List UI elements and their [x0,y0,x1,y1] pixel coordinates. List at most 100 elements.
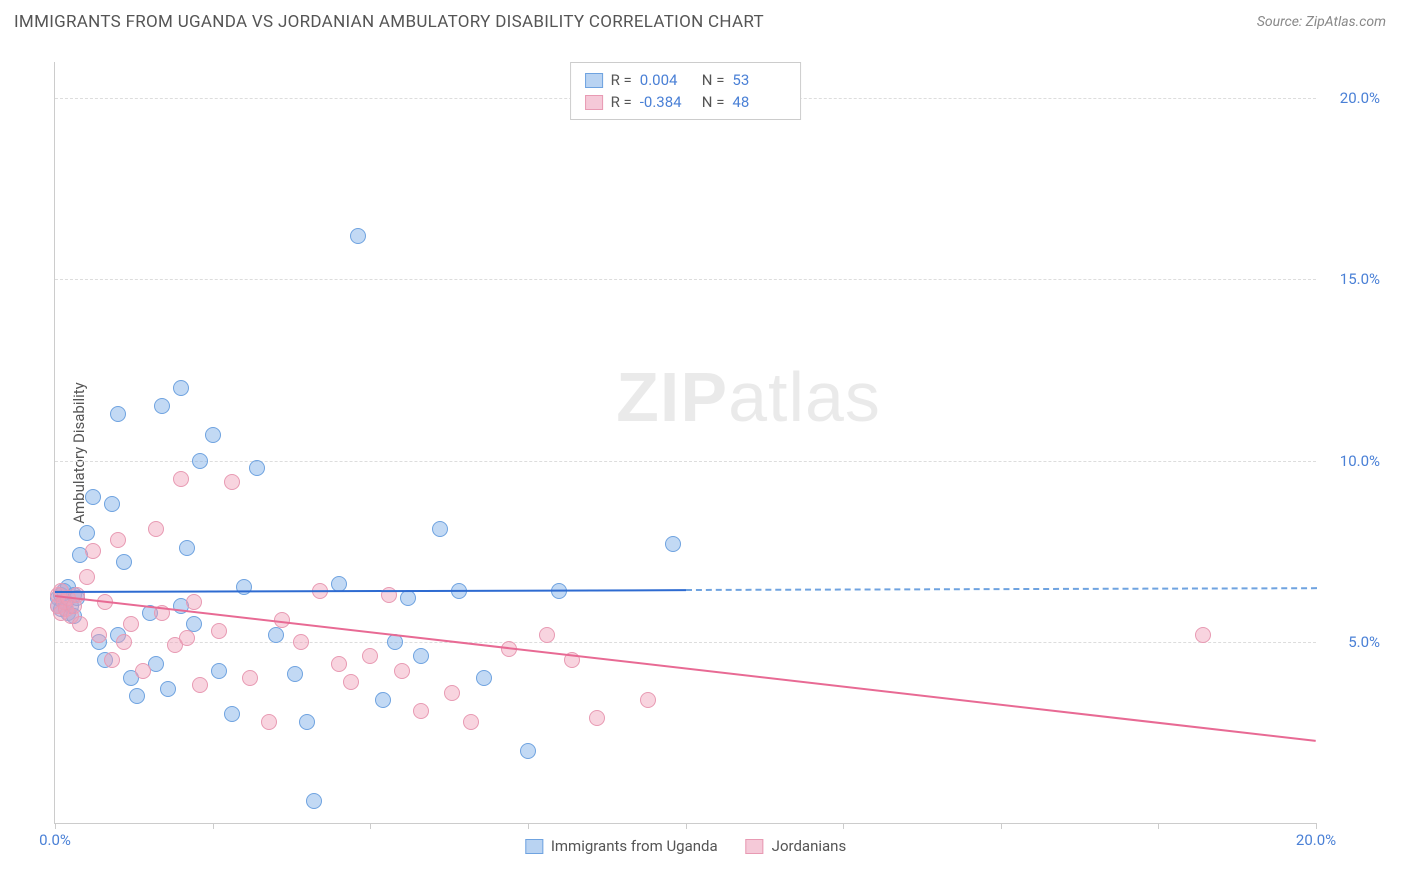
scatter-point [432,521,448,537]
scatter-point [85,543,101,559]
n-label: N = [702,69,725,91]
scatter-point [1195,627,1211,643]
scatter-point [123,616,139,632]
correlation-row-2: R = -0.384 N = 48 [585,91,787,113]
scatter-point [640,692,656,708]
scatter-point [331,656,347,672]
correlation-row-1: R = 0.004 N = 53 [585,69,787,91]
r-label: R = [611,69,632,91]
scatter-point [520,743,536,759]
scatter-point [293,634,309,650]
scatter-point [173,380,189,396]
scatter-point [236,579,252,595]
scatter-point [85,489,101,505]
watermark-zip: ZIP [616,358,728,436]
scatter-point [261,714,277,730]
scatter-point [179,540,195,556]
scatter-point [173,471,189,487]
r-value-1: 0.004 [640,69,694,91]
scatter-point [463,714,479,730]
y-tick-label: 10.0% [1322,452,1380,470]
scatter-point [192,677,208,693]
scatter-point [287,666,303,682]
x-tick [55,823,56,829]
watermark-atlas: atlas [728,358,881,436]
scatter-point [116,634,132,650]
scatter-point [413,703,429,719]
x-tick [528,823,529,829]
legend-label-2: Jordanians [772,837,847,855]
n-label: N = [702,91,725,113]
watermark: ZIPatlas [616,357,881,437]
y-tick-label: 20.0% [1322,89,1380,107]
r-label: R = [611,91,632,113]
scatter-point [211,663,227,679]
legend-item-2: Jordanians [746,837,847,855]
scatter-point [179,630,195,646]
x-tick-label: 0.0% [39,831,71,849]
scatter-point [350,228,366,244]
scatter-point [400,590,416,606]
scatter-point [299,714,315,730]
scatter-point [160,681,176,697]
scatter-point [186,594,202,610]
trend-line [55,589,686,593]
scatter-point [104,496,120,512]
scatter-point [589,710,605,726]
legend-swatch-1 [525,839,543,854]
scatter-point [268,627,284,643]
x-tick [213,823,214,829]
plot-area: ZIPatlas R = 0.004 N = 53 R = -0.384 N =… [54,62,1316,824]
chart-title: IMMIGRANTS FROM UGANDA VS JORDANIAN AMBU… [14,12,764,32]
scatter-point [104,652,120,668]
trend-line-extrapolated [685,587,1316,591]
scatter-point [362,648,378,664]
scatter-point [375,692,391,708]
correlation-legend: R = 0.004 N = 53 R = -0.384 N = 48 [570,62,802,120]
scatter-point [79,525,95,541]
scatter-point [224,474,240,490]
legend-swatch-2 [746,839,764,854]
scatter-point [444,685,460,701]
x-tick [1316,823,1317,829]
scatter-point [110,532,126,548]
source-attribution: Source: ZipAtlas.com [1257,14,1386,30]
x-tick-label: 20.0% [1296,831,1336,849]
legend-label-1: Immigrants from Uganda [551,837,718,855]
trend-line [55,595,1316,742]
scatter-point [394,663,410,679]
scatter-point [110,406,126,422]
swatch-series-2 [585,95,603,110]
scatter-point [135,663,151,679]
scatter-point [205,427,221,443]
scatter-point [665,536,681,552]
chart-container: Ambulatory Disability ZIPatlas R = 0.004… [14,44,1386,862]
swatch-series-1 [585,73,603,88]
n-value-1: 53 [732,69,786,91]
scatter-point [413,648,429,664]
scatter-point [72,616,88,632]
gridline [55,279,1316,280]
x-tick [1001,823,1002,829]
scatter-point [91,627,107,643]
gridline [55,461,1316,462]
legend-item-1: Immigrants from Uganda [525,837,718,855]
scatter-point [192,453,208,469]
scatter-point [79,569,95,585]
x-tick [1158,823,1159,829]
scatter-point [116,554,132,570]
n-value-2: 48 [732,91,786,113]
x-tick [370,823,371,829]
gridline [55,642,1316,643]
y-tick-label: 15.0% [1322,270,1380,288]
scatter-point [242,670,258,686]
scatter-point [154,398,170,414]
scatter-point [306,793,322,809]
x-tick [686,823,687,829]
scatter-point [539,627,555,643]
r-value-2: -0.384 [640,91,694,113]
scatter-point [211,623,227,639]
scatter-point [343,674,359,690]
scatter-point [129,688,145,704]
scatter-point [224,706,240,722]
